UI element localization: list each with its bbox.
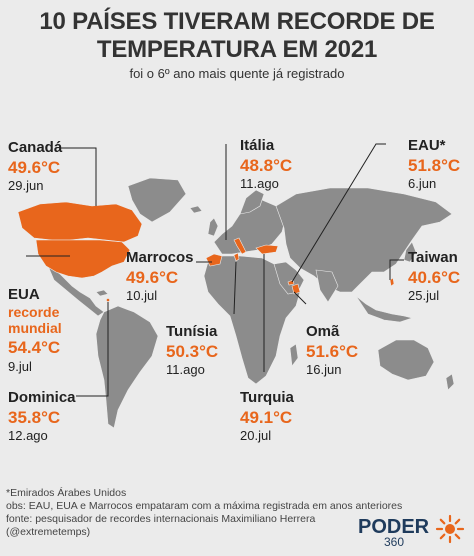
logo-number: 360 [384, 535, 404, 548]
oma-name: Omã [306, 323, 340, 340]
title-line-2: TEMPERATURA EM 2021 [96, 36, 378, 63]
eau-name: EAU* [408, 137, 446, 154]
dominica-temp: 35.8°C [8, 407, 61, 427]
oma-temp: 51.6°C [306, 341, 359, 361]
logo-text: PODER [358, 516, 430, 538]
usa-highlight [35, 239, 131, 279]
africa-land [203, 255, 301, 385]
footer-source-handle: (@extremetemps) [6, 526, 91, 539]
dominica-date: 12.ago [8, 428, 48, 444]
italia-date: 11.ago [240, 176, 279, 192]
oma-date: 16.jun [306, 362, 342, 378]
dominica-name: Dominica [8, 389, 76, 406]
taiwan-temp: 40.6°C [408, 267, 461, 287]
eau-leader-line [291, 143, 386, 283]
oma-label: Omã 51.6°C 16.jun [306, 323, 359, 378]
eua-name: EUA [8, 286, 40, 303]
canada-name: Canadá [8, 139, 63, 156]
canada-highlight [17, 201, 143, 243]
madagascar-land [289, 343, 299, 367]
eua-temp: 54.4°C [8, 338, 61, 358]
taiwan-highlight [389, 277, 395, 287]
marrocos-name: Marrocos [126, 249, 194, 266]
dominica-label: Dominica 35.8°C 12.ago [8, 389, 76, 444]
eau-temp: 51.8°C [408, 155, 461, 175]
turquia-label: Turquia 49.1°C 20.jul [240, 389, 294, 444]
tunisia-name: Tunísia [166, 323, 218, 340]
taiwan-name: Taiwan [408, 249, 458, 266]
turkey-highlight [255, 244, 279, 255]
scandinavia-land [239, 189, 265, 215]
marrocos-label: Marrocos 49.6°C 10.jul [126, 249, 194, 304]
new-zealand-land [445, 373, 455, 391]
footer-observation: obs: EAU, EUA e Marrocos empataram com a… [6, 500, 403, 513]
tunisia-leader-line [233, 261, 237, 315]
tunisia-date: 11.ago [166, 362, 205, 378]
turquia-temp: 49.1°C [240, 407, 293, 427]
japan-land [403, 241, 417, 263]
italy-highlight [233, 237, 247, 255]
eau-date: 6.jun [408, 176, 437, 192]
tunisia-highlight [233, 252, 240, 262]
greenland-land [127, 177, 187, 223]
tunisia-temp: 50.3°C [166, 341, 219, 361]
india-land [315, 269, 339, 303]
marrocos-date: 10.jul [126, 288, 158, 304]
poder360-logo: PODER 360 [358, 514, 465, 548]
caribbean-land [95, 289, 109, 297]
australia-land [377, 339, 435, 381]
taiwan-leader-line [389, 259, 404, 280]
morocco-highlight [205, 253, 223, 267]
canada-leader-line [60, 147, 97, 206]
canada-date: 29.jun [8, 178, 44, 194]
eua-date: 9.jul [8, 358, 32, 374]
eua-record-line-1: recorde [8, 303, 60, 320]
eua-record-line-2: mundial [8, 320, 62, 337]
oman-highlight [291, 283, 301, 295]
footer-source: fonte: pesquisador de recordes internaci… [6, 513, 316, 526]
tunisia-label: Tunísia 50.3°C 11.ago [166, 323, 219, 378]
taiwan-label: Taiwan 40.6°C 25.jul [408, 249, 461, 304]
southeast-asia-land [355, 295, 414, 323]
italia-label: Itália 48.8°C 11.ago [240, 137, 293, 192]
marrocos-temp: 49.6°C [126, 267, 179, 287]
south-america-land [95, 305, 159, 429]
world-map [17, 143, 455, 429]
eua-label: EUA recorde mundial 54.4°C 9.jul [8, 286, 62, 374]
italia-temp: 48.8°C [240, 155, 293, 175]
footer-notes: *Emirados Árabes Unidos obs: EAU, EUA e … [6, 487, 402, 540]
oma-leader-line [293, 291, 307, 305]
logo-sunburst-icon [435, 514, 465, 544]
uk-land [207, 217, 219, 237]
taiwan-date: 25.jul [408, 288, 440, 304]
iceland-land [189, 205, 203, 214]
canada-temp: 49.6°C [8, 157, 61, 177]
dominica-leader-line [76, 302, 109, 397]
title-line-1: 10 PAÍSES TIVERAM RECORDE DE [39, 8, 435, 35]
subtitle: foi o 6º ano mais quente já registrado [129, 66, 345, 81]
turquia-date: 20.jul [240, 428, 272, 444]
eau-label: EAU* 51.8°C 6.jun [408, 137, 461, 192]
dominica-highlight [106, 298, 110, 302]
title: 10 PAÍSES TIVERAM RECORDE DE TEMPERATURA… [0, 8, 474, 64]
footer-footnote: *Emirados Árabes Unidos [6, 487, 127, 499]
turquia-name: Turquia [240, 389, 294, 406]
italia-name: Itália [240, 137, 275, 154]
canada-label: Canadá 49.6°C 29.jun [8, 139, 63, 194]
